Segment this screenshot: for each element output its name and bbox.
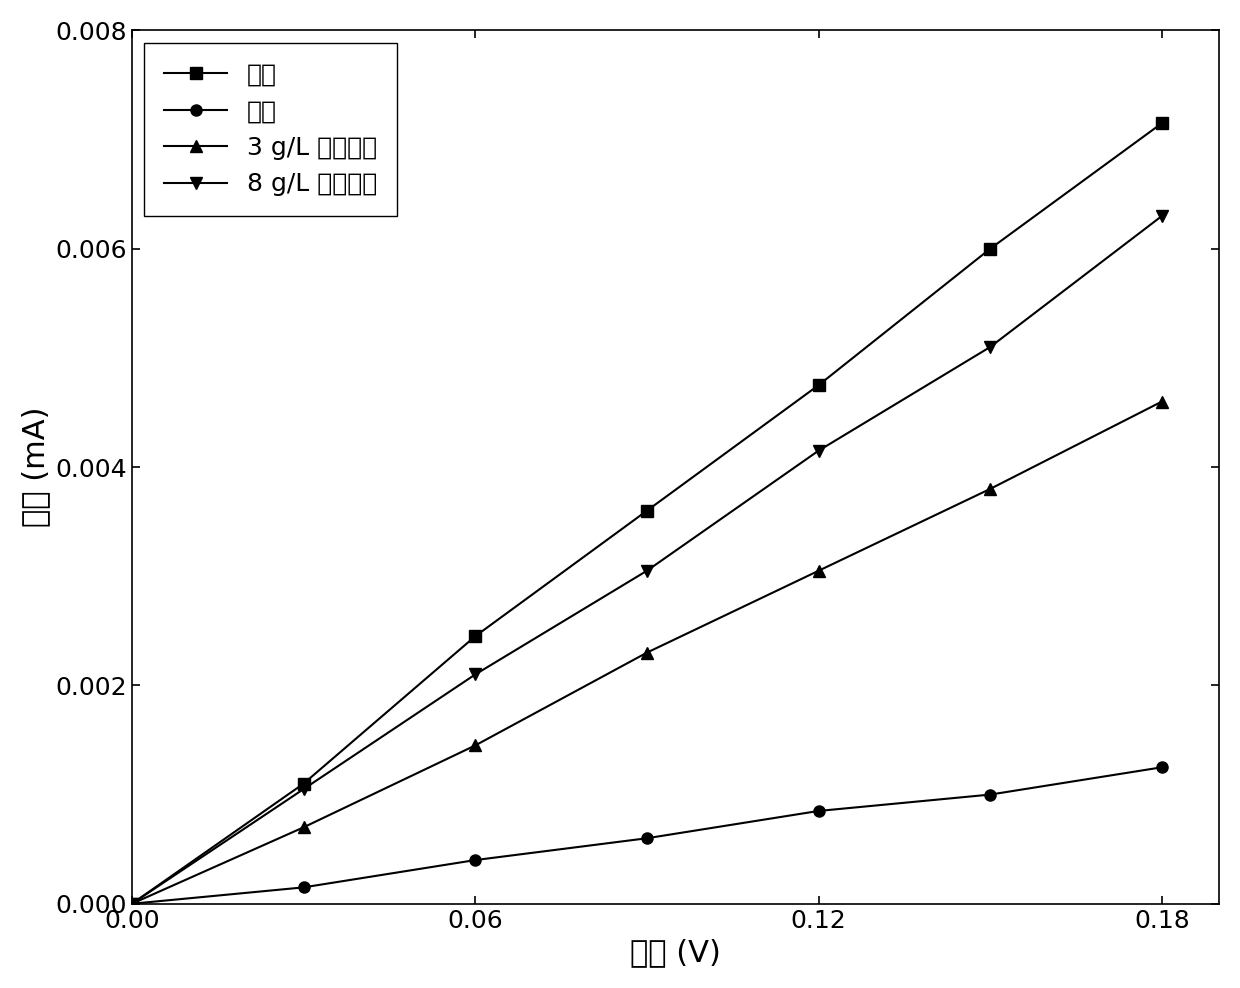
原水 (124, 898, 139, 910)
纯水 (811, 379, 826, 391)
8 g/L 三氯化铁 (124, 898, 139, 910)
原水 (811, 805, 826, 817)
8 g/L 三氯化铁 (640, 565, 655, 577)
Line: 3 g/L 三氯化铁: 3 g/L 三氯化铁 (126, 396, 1168, 909)
纯水 (1154, 118, 1169, 129)
3 g/L 三氯化铁 (467, 739, 482, 751)
3 g/L 三氯化铁 (811, 565, 826, 577)
原水 (467, 855, 482, 866)
Line: 纯水: 纯水 (126, 118, 1168, 909)
3 g/L 三氯化铁 (1154, 395, 1169, 407)
Legend: 纯水, 原水, 3 g/L 三氯化铁, 8 g/L 三氯化铁: 纯水, 原水, 3 g/L 三氯化铁, 8 g/L 三氯化铁 (144, 42, 397, 216)
纯水 (983, 243, 998, 255)
3 g/L 三氯化铁 (124, 898, 139, 910)
3 g/L 三氯化铁 (296, 821, 311, 833)
纯水 (296, 778, 311, 789)
3 g/L 三氯化铁 (640, 647, 655, 659)
纯水 (467, 630, 482, 642)
Y-axis label: 电流 (mA): 电流 (mA) (21, 407, 50, 528)
Line: 8 g/L 三氯化铁: 8 g/L 三氯化铁 (126, 210, 1168, 909)
原水 (296, 881, 311, 893)
8 g/L 三氯化铁 (983, 341, 998, 353)
纯水 (640, 505, 655, 517)
原水 (640, 832, 655, 844)
原水 (983, 788, 998, 800)
3 g/L 三氯化铁 (983, 483, 998, 495)
X-axis label: 电压 (V): 电压 (V) (630, 939, 720, 967)
纯水 (124, 898, 139, 910)
原水 (1154, 762, 1169, 774)
8 g/L 三氯化铁 (811, 445, 826, 456)
Line: 原水: 原水 (126, 762, 1168, 909)
8 g/L 三氯化铁 (296, 783, 311, 795)
8 g/L 三氯化铁 (1154, 210, 1169, 222)
8 g/L 三氯化铁 (467, 669, 482, 681)
